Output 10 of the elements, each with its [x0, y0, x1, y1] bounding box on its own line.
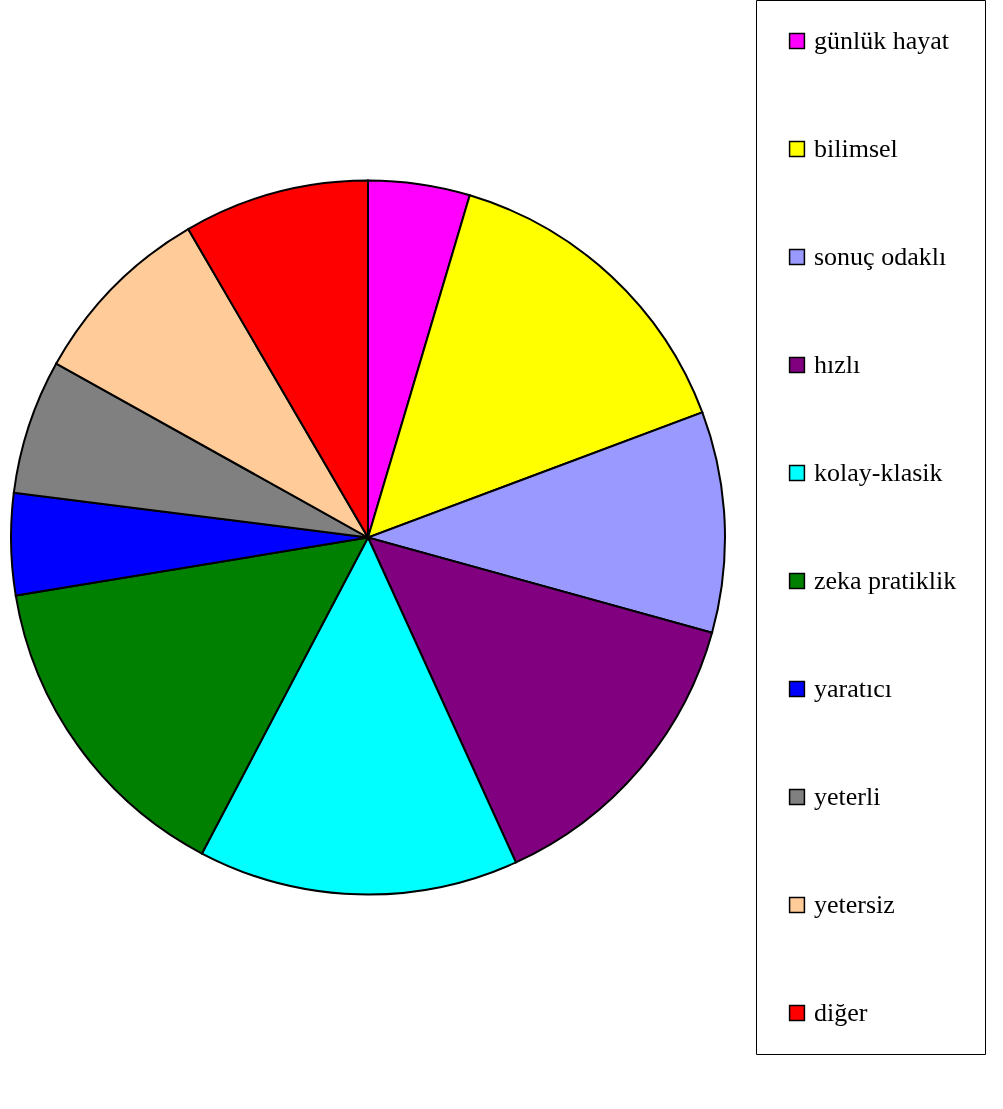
legend-label: hızlı	[814, 350, 861, 379]
legend-label: sonuç odaklı	[814, 242, 947, 271]
legend-label: zeka pratiklik	[814, 566, 957, 595]
legend-label: kolay-klasik	[814, 458, 943, 487]
legend-label: bilimsel	[814, 134, 898, 163]
legend-label: yeterli	[814, 782, 881, 811]
legend-label: yaratıcı	[814, 674, 892, 703]
legend-label: yetersiz	[814, 890, 895, 919]
legend-label: günlük hayat	[814, 26, 950, 55]
legend-label: diğer	[814, 998, 868, 1027]
